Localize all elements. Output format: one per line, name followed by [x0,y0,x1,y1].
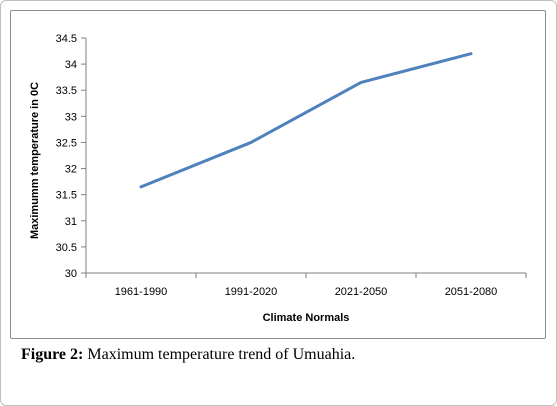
x-tick-label: 2021-2050 [335,286,388,298]
x-tick-label: 2051-2080 [445,286,498,298]
x-tick-label: 1961-1990 [115,286,168,298]
line-chart: 30 30.5 31 31.5 32 32.5 33 33.5 34 34.5 1961-1990… [29,33,527,324]
y-tick-label: 33.5 [56,85,77,97]
y-tick-label: 34 [65,59,77,71]
y-tick-label: 33 [65,111,77,123]
figure-caption: Figure 2: Maximum temperature trend of U… [21,346,355,364]
y-tick-label: 31.5 [56,190,77,202]
series-line [139,52,473,189]
y-tick-label: 32.5 [56,137,77,149]
y-tick-label: 30 [65,268,77,280]
y-axis-ticks: 30 30.5 31 31.5 32 32.5 33 33.5 34 34.5 [56,33,86,280]
x-axis-title: Climate Normals [263,312,350,324]
x-tick-label: 1991-2020 [225,286,278,298]
series-group [139,52,473,189]
y-tick-label: 34.5 [56,33,77,45]
caption-label: Figure 2: [21,346,84,363]
y-tick-label: 30.5 [56,242,77,254]
y-tick-label: 31 [65,216,77,228]
x-axis-ticks: 1961-1990 1991-2020 2021-2050 2051-2080 [85,273,527,298]
chart-area: 30 30.5 31 31.5 32 32.5 33 33.5 34 34.5 1961-1990… [10,10,546,339]
y-axis-title: Maximumm temperature in 0C [29,82,41,239]
y-tick-label: 32 [65,164,77,176]
caption-text: Maximum temperature trend of Umuahia. [83,346,356,363]
